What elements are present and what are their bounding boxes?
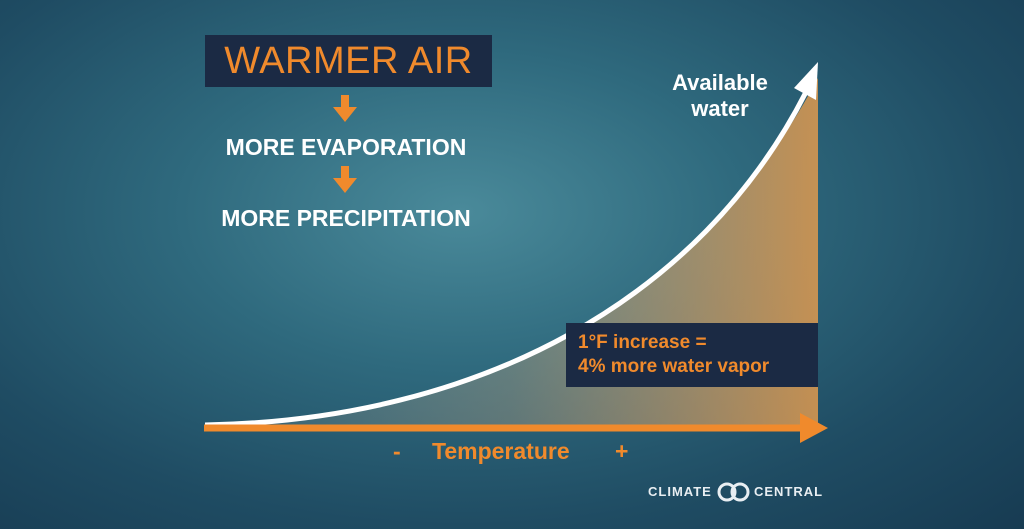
logo-text: CENTRAL xyxy=(754,484,824,499)
axis-plus: + xyxy=(615,438,629,464)
title: WARMER AIR xyxy=(224,39,473,82)
axis-minus: - xyxy=(393,438,401,464)
title-box: WARMER AIR xyxy=(205,35,492,87)
step: MORE PRECIPITATION xyxy=(221,205,471,231)
logo-text: CLIMATE xyxy=(648,484,712,499)
curve-label-line: Available xyxy=(672,70,768,95)
curve-arrowhead xyxy=(794,62,818,100)
note-line: 1°F increase = xyxy=(578,332,707,353)
flow-arrows xyxy=(333,95,357,193)
note-line: 4% more water vapor xyxy=(578,356,770,377)
step: MORE EVAPORATION xyxy=(225,134,467,160)
axis-label: Temperature xyxy=(432,438,570,464)
logo-icon xyxy=(717,482,750,502)
x-axis-arrowhead xyxy=(800,413,828,443)
curve-label-line: water xyxy=(691,96,749,121)
note-box: 1°F increase = 4% more water vapor xyxy=(566,323,818,387)
curve-label: Available water xyxy=(640,70,800,122)
